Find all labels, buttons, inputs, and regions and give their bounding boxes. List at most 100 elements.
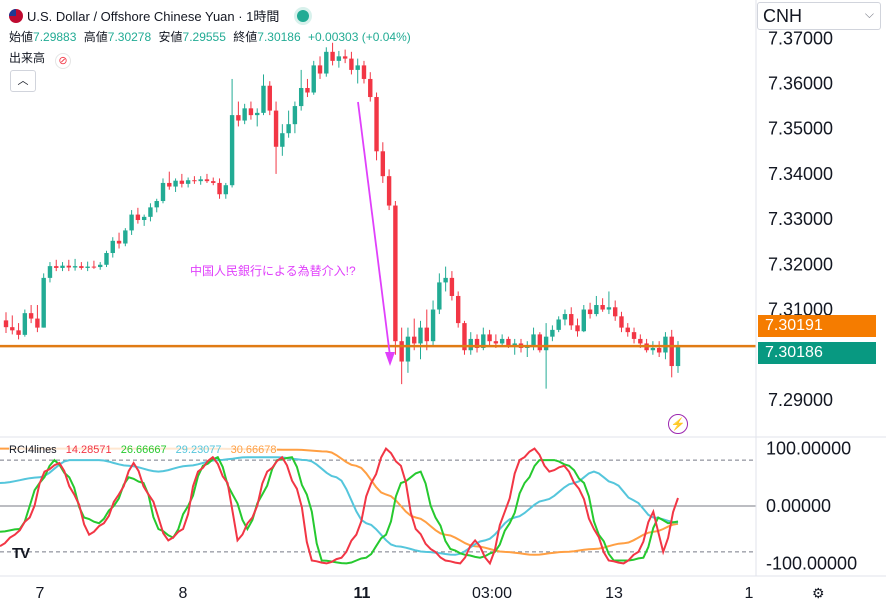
candle-body[interactable] (305, 87, 310, 93)
candle-body[interactable] (280, 133, 285, 147)
candle-body[interactable] (85, 266, 90, 268)
candle-body[interactable] (638, 338, 643, 344)
candle-body[interactable] (179, 180, 185, 184)
candle-body[interactable] (79, 266, 84, 268)
candle-body[interactable] (324, 51, 329, 74)
candle-body[interactable] (211, 181, 216, 183)
candle-body[interactable] (462, 323, 467, 351)
candle-body[interactable] (355, 65, 360, 70)
candle-body[interactable] (160, 182, 166, 202)
candle-body[interactable] (600, 305, 605, 310)
rci-series-line[interactable] (0, 447, 679, 566)
rci-series-line[interactable] (0, 447, 679, 556)
chart-legend[interactable]: U.S. Dollar / Offshore Chinese Yuan · 1時… (9, 6, 310, 25)
candle-body[interactable] (437, 282, 442, 310)
candle-body[interactable] (663, 336, 668, 353)
candle-body[interactable] (449, 277, 455, 296)
candle-body[interactable] (468, 338, 473, 351)
symbol-search-box[interactable]: CNH ⌵ (757, 2, 881, 30)
candle-body[interactable] (361, 65, 367, 79)
candle-body[interactable] (606, 307, 612, 310)
candle-body[interactable] (455, 295, 461, 324)
candle-body[interactable] (192, 180, 197, 182)
candle-body[interactable] (543, 336, 549, 351)
candle-body[interactable] (3, 320, 9, 328)
candle-body[interactable] (173, 180, 178, 187)
candle-body[interactable] (72, 266, 78, 268)
candle-body[interactable] (349, 58, 354, 70)
candle-body[interactable] (273, 110, 279, 147)
candle-body[interactable] (267, 85, 272, 111)
candle-body[interactable] (631, 332, 637, 339)
candle-body[interactable] (223, 185, 229, 195)
candle-body[interactable] (587, 309, 593, 315)
candle-body[interactable] (594, 305, 599, 315)
candle-body[interactable] (298, 87, 304, 107)
candle-body[interactable] (506, 338, 511, 346)
candle-body[interactable] (342, 56, 348, 59)
lightning-icon[interactable]: ⚡ (668, 414, 688, 434)
candle-body[interactable] (499, 338, 505, 344)
candle-body[interactable] (443, 277, 448, 283)
tradingview-logo[interactable]: TV (12, 545, 30, 562)
candle-body[interactable] (28, 313, 34, 319)
candle-body[interactable] (16, 330, 21, 335)
candle-body[interactable] (54, 266, 59, 268)
candle-body[interactable] (581, 309, 586, 332)
candle-body[interactable] (229, 115, 235, 186)
candle-body[interactable] (167, 182, 172, 187)
candle-body[interactable] (91, 266, 97, 268)
candle-body[interactable] (430, 309, 436, 342)
candle-body[interactable] (248, 108, 254, 116)
candle-body[interactable] (669, 336, 674, 367)
candle-body[interactable] (562, 314, 568, 320)
rci-series-line[interactable] (0, 456, 679, 556)
candle-body[interactable] (368, 78, 373, 98)
candle-body[interactable] (185, 180, 191, 184)
candle-body[interactable] (35, 318, 40, 328)
candle-body[interactable] (474, 338, 480, 348)
candle-body[interactable] (135, 214, 141, 221)
candle-body[interactable] (116, 240, 122, 244)
candle-body[interactable] (154, 201, 159, 208)
candle-body[interactable] (625, 327, 630, 333)
candle-body[interactable] (198, 179, 203, 182)
candle-body[interactable] (393, 205, 398, 342)
candle-body[interactable] (261, 85, 266, 113)
rci-series-line[interactable] (0, 455, 679, 565)
candle-body[interactable] (255, 112, 260, 116)
volume-legend[interactable]: 出来高 ⊘ (9, 49, 72, 69)
candle-body[interactable] (650, 347, 656, 351)
candle-body[interactable] (569, 314, 574, 326)
candle-body[interactable] (493, 341, 499, 344)
candle-body[interactable] (47, 266, 53, 278)
visibility-off-icon[interactable]: ⊘ (55, 53, 72, 69)
candle-body[interactable] (412, 336, 417, 344)
rci-legend[interactable]: RCI4lines 14.28571 26.66667 29.23077 30.… (9, 444, 277, 456)
candle-body[interactable] (123, 230, 128, 244)
candle-body[interactable] (242, 108, 247, 121)
candle-body[interactable] (41, 277, 46, 328)
market-status-icon[interactable] (297, 10, 310, 22)
candle-body[interactable] (98, 264, 103, 268)
candle-body[interactable] (22, 313, 28, 335)
candle-body[interactable] (204, 179, 210, 182)
candle-body[interactable] (292, 106, 298, 125)
settings-gear-icon[interactable]: ⚙ (812, 585, 825, 601)
candle-body[interactable] (675, 346, 681, 367)
candle-body[interactable] (612, 307, 618, 317)
candle-body[interactable] (380, 151, 386, 177)
candle-body[interactable] (575, 325, 580, 332)
candle-body[interactable] (531, 334, 536, 346)
candle-body[interactable] (424, 327, 429, 342)
candle-body[interactable] (110, 240, 115, 254)
candle-body[interactable] (104, 253, 109, 265)
candle-body[interactable] (148, 207, 153, 217)
candle-body[interactable] (311, 65, 316, 93)
candle-body[interactable] (656, 347, 662, 353)
candle-body[interactable] (418, 327, 423, 344)
candle-body[interactable] (10, 327, 15, 331)
candle-body[interactable] (556, 319, 561, 330)
candle-body[interactable] (330, 51, 335, 61)
